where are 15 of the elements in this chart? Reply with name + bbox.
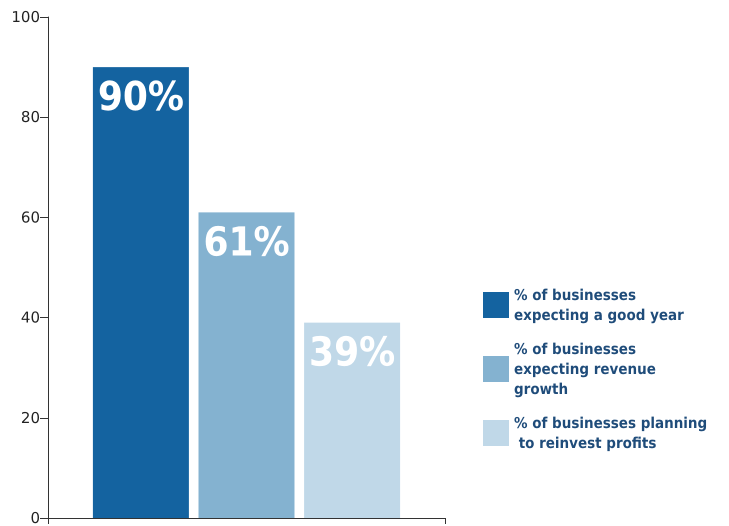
bar (198, 212, 294, 518)
bar (92, 67, 189, 518)
data-label: 61% (203, 219, 290, 266)
data-label: 90% (98, 74, 184, 120)
y-tick-label: 80 (20, 108, 40, 126)
data-label: 39% (309, 330, 396, 376)
y-tick-label: 20 (20, 408, 40, 427)
legend-label: % of businesses expecting revenue growth (514, 340, 661, 398)
legend-label: % of businesses planning to reinvest profits (514, 414, 708, 452)
y-tick-label: 40 (20, 308, 40, 327)
y-tick-label: 0 (30, 509, 40, 526)
y-tick-label: 60 (20, 208, 40, 226)
bar (304, 322, 400, 518)
legend-label: % of businesses expecting a good year (514, 286, 684, 324)
y-tick-label: 100 (11, 8, 40, 26)
